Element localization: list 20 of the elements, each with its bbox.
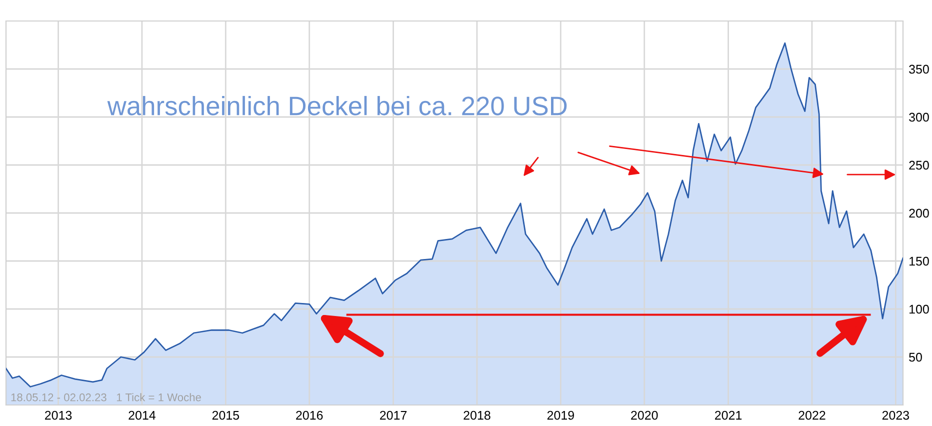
x-tick-label: 2021: [715, 410, 742, 420]
annotation: 18.05.12 - 02.02.23 1 Tick = 1 Woche: [11, 393, 201, 402]
x-tick-label: 2022: [798, 410, 826, 420]
x-tick-label: 2018: [464, 410, 490, 420]
x-tick-label: 2020: [631, 410, 658, 420]
y-tick-label: 300: [909, 112, 929, 122]
x-tick-label: 2019: [547, 410, 574, 420]
x-tick-label: 2023: [882, 410, 910, 420]
y-tick-label: 150: [910, 256, 929, 266]
y-tick-label: 100: [910, 304, 929, 314]
x-tick-label: 2016: [296, 410, 323, 420]
y-tick-label: 200: [909, 208, 929, 218]
annotation: wahrscheinlich Deckel bei ca. 220 USD: [107, 96, 567, 116]
x-tick-label: 2015: [212, 410, 240, 420]
x-tick-label: 2013: [45, 410, 72, 420]
y-tick-label: 50: [909, 352, 922, 362]
y-tick-label: 250: [909, 160, 929, 170]
x-tick-label: 2014: [128, 410, 156, 420]
x-tick-label: 2017: [380, 410, 407, 420]
y-tick-label: 350: [909, 64, 929, 74]
